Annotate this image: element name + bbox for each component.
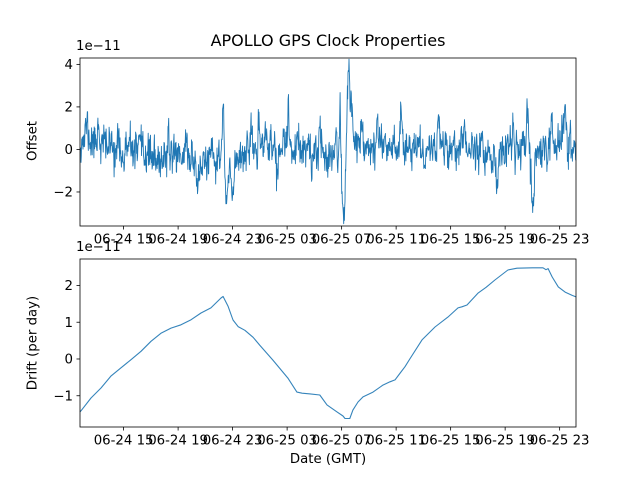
axes-frame (79, 57, 577, 227)
x-tick-label: 06-25 23 (530, 434, 590, 449)
x-tick-label: 06-24 23 (203, 434, 263, 449)
x-tick-label: 06-25 07 (312, 434, 372, 449)
offset-series-line (79, 58, 577, 225)
y-tick-label: 4 (65, 58, 73, 73)
x-tick-label: 06-24 15 (94, 233, 154, 248)
chart-title: APOLLO GPS Clock Properties (210, 31, 446, 50)
y-axis-label-drift: Drift (per day) (25, 295, 41, 391)
y-axis-label-offset: Offset (25, 121, 41, 161)
y-tick-label: 2 (65, 279, 73, 294)
x-tick-label: 06-24 19 (148, 434, 208, 449)
offset-scale-label-bottom: 1e−11 (76, 240, 121, 255)
x-tick-label: 06-25 03 (257, 434, 317, 449)
y-tick-label: 2 (65, 101, 73, 116)
x-tick-label: 06-25 15 (421, 434, 481, 449)
x-tick-label: 06-25 07 (312, 233, 372, 248)
x-tick-label: 06-24 15 (94, 434, 154, 449)
x-tick-label: 06-25 11 (366, 434, 426, 449)
y-tick-label: 0 (65, 143, 73, 158)
drift-series-line (79, 267, 577, 420)
offset-scale-label-top: 1e−11 (76, 39, 121, 54)
x-tick-label: 06-25 11 (366, 233, 426, 248)
y-tick-label: −2 (53, 186, 73, 201)
x-tick-label: 06-25 19 (475, 233, 535, 248)
x-tick-label: 06-24 19 (148, 233, 208, 248)
x-tick-label: 06-25 23 (530, 233, 590, 248)
y-tick-label: 0 (65, 353, 73, 368)
y-tick-label: −1 (53, 389, 73, 404)
x-tick-label: 06-25 03 (257, 233, 317, 248)
y-tick-label: 1 (65, 316, 73, 331)
axes-frame (79, 258, 577, 428)
x-tick-label: 06-25 15 (421, 233, 481, 248)
x-axis-label: Date (GMT) (289, 452, 367, 467)
x-tick-label: 06-25 19 (475, 434, 535, 449)
x-tick-label: 06-24 23 (203, 233, 263, 248)
